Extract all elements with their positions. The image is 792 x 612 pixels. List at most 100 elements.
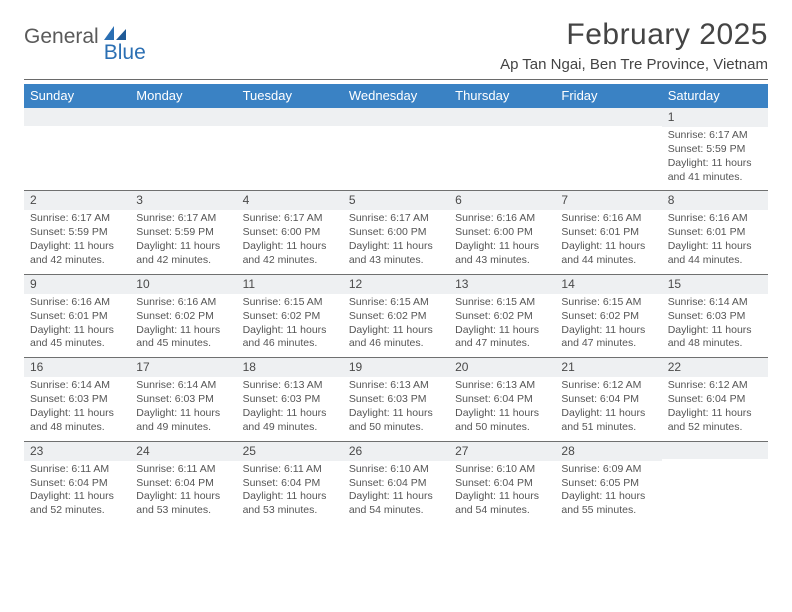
- day-cell: 12Sunrise: 6:15 AMSunset: 6:02 PMDayligh…: [343, 274, 449, 357]
- week-row: 9Sunrise: 6:16 AMSunset: 6:01 PMDaylight…: [24, 274, 768, 357]
- day-cell: 6Sunrise: 6:16 AMSunset: 6:00 PMDaylight…: [449, 190, 555, 273]
- day-body: Sunrise: 6:10 AMSunset: 6:04 PMDaylight:…: [449, 461, 555, 524]
- sunrise-text: Sunrise: 6:16 AM: [136, 296, 230, 310]
- day-body: Sunrise: 6:15 AMSunset: 6:02 PMDaylight:…: [449, 294, 555, 357]
- day-number: 4: [237, 190, 343, 210]
- day-body: Sunrise: 6:15 AMSunset: 6:02 PMDaylight:…: [237, 294, 343, 357]
- daylight-text: Daylight: 11 hours and 47 minutes.: [561, 324, 655, 352]
- day-number: 19: [343, 357, 449, 377]
- daylight-text: Daylight: 11 hours and 46 minutes.: [349, 324, 443, 352]
- daylight-text: Daylight: 11 hours and 42 minutes.: [136, 240, 230, 268]
- daylight-text: Daylight: 11 hours and 43 minutes.: [455, 240, 549, 268]
- day-body: Sunrise: 6:17 AMSunset: 5:59 PMDaylight:…: [130, 210, 236, 273]
- daylight-text: Daylight: 11 hours and 41 minutes.: [668, 157, 762, 185]
- week-row: 16Sunrise: 6:14 AMSunset: 6:03 PMDayligh…: [24, 357, 768, 440]
- day-cell: 28Sunrise: 6:09 AMSunset: 6:05 PMDayligh…: [555, 441, 661, 524]
- sunset-text: Sunset: 6:02 PM: [455, 310, 549, 324]
- day-body: Sunrise: 6:17 AMSunset: 6:00 PMDaylight:…: [343, 210, 449, 273]
- day-cell: 21Sunrise: 6:12 AMSunset: 6:04 PMDayligh…: [555, 357, 661, 440]
- day-body: [343, 126, 449, 186]
- sunrise-text: Sunrise: 6:14 AM: [668, 296, 762, 310]
- daylight-text: Daylight: 11 hours and 52 minutes.: [668, 407, 762, 435]
- week-row: 2Sunrise: 6:17 AMSunset: 5:59 PMDaylight…: [24, 190, 768, 273]
- day-body: Sunrise: 6:16 AMSunset: 6:01 PMDaylight:…: [662, 210, 768, 273]
- day-number: 16: [24, 357, 130, 377]
- day-number: [130, 108, 236, 126]
- brand-part1: General: [24, 25, 99, 49]
- day-number: 3: [130, 190, 236, 210]
- day-cell: [555, 108, 661, 190]
- day-cell: [662, 441, 768, 524]
- day-number: 21: [555, 357, 661, 377]
- daylight-text: Daylight: 11 hours and 53 minutes.: [136, 490, 230, 518]
- sunrise-text: Sunrise: 6:09 AM: [561, 463, 655, 477]
- day-cell: 23Sunrise: 6:11 AMSunset: 6:04 PMDayligh…: [24, 441, 130, 524]
- day-number: 26: [343, 441, 449, 461]
- dow-sunday: Sunday: [24, 84, 130, 108]
- calendar-page: General Blue February 2025 Ap Tan Ngai, …: [0, 0, 792, 524]
- daylight-text: Daylight: 11 hours and 54 minutes.: [455, 490, 549, 518]
- sunset-text: Sunset: 6:02 PM: [349, 310, 443, 324]
- day-cell: 1Sunrise: 6:17 AMSunset: 5:59 PMDaylight…: [662, 108, 768, 190]
- sunrise-text: Sunrise: 6:14 AM: [136, 379, 230, 393]
- location-text: Ap Tan Ngai, Ben Tre Province, Vietnam: [500, 56, 768, 73]
- dow-tuesday: Tuesday: [237, 84, 343, 108]
- day-body: [130, 126, 236, 186]
- daylight-text: Daylight: 11 hours and 44 minutes.: [668, 240, 762, 268]
- daylight-text: Daylight: 11 hours and 50 minutes.: [349, 407, 443, 435]
- dow-wednesday: Wednesday: [343, 84, 449, 108]
- day-cell: 14Sunrise: 6:15 AMSunset: 6:02 PMDayligh…: [555, 274, 661, 357]
- calendar-grid: Sunday Monday Tuesday Wednesday Thursday…: [24, 84, 768, 524]
- sunrise-text: Sunrise: 6:15 AM: [243, 296, 337, 310]
- dow-friday: Friday: [555, 84, 661, 108]
- day-body: Sunrise: 6:13 AMSunset: 6:04 PMDaylight:…: [449, 377, 555, 440]
- sunset-text: Sunset: 6:02 PM: [243, 310, 337, 324]
- sunrise-text: Sunrise: 6:17 AM: [668, 129, 762, 143]
- sunrise-text: Sunrise: 6:14 AM: [30, 379, 124, 393]
- daylight-text: Daylight: 11 hours and 45 minutes.: [136, 324, 230, 352]
- day-body: Sunrise: 6:14 AMSunset: 6:03 PMDaylight:…: [130, 377, 236, 440]
- daylight-text: Daylight: 11 hours and 46 minutes.: [243, 324, 337, 352]
- day-number: 9: [24, 274, 130, 294]
- sunset-text: Sunset: 6:03 PM: [136, 393, 230, 407]
- daylight-text: Daylight: 11 hours and 55 minutes.: [561, 490, 655, 518]
- day-number: 7: [555, 190, 661, 210]
- day-cell: 4Sunrise: 6:17 AMSunset: 6:00 PMDaylight…: [237, 190, 343, 273]
- day-cell: 27Sunrise: 6:10 AMSunset: 6:04 PMDayligh…: [449, 441, 555, 524]
- day-number: 20: [449, 357, 555, 377]
- daylight-text: Daylight: 11 hours and 43 minutes.: [349, 240, 443, 268]
- sunset-text: Sunset: 6:00 PM: [243, 226, 337, 240]
- day-body: [662, 459, 768, 519]
- daylight-text: Daylight: 11 hours and 47 minutes.: [455, 324, 549, 352]
- sunrise-text: Sunrise: 6:10 AM: [455, 463, 549, 477]
- day-body: Sunrise: 6:17 AMSunset: 6:00 PMDaylight:…: [237, 210, 343, 273]
- day-number: [449, 108, 555, 126]
- daylight-text: Daylight: 11 hours and 42 minutes.: [243, 240, 337, 268]
- brand-logo: General Blue: [24, 24, 172, 49]
- sunset-text: Sunset: 5:59 PM: [668, 143, 762, 157]
- day-cell: 8Sunrise: 6:16 AMSunset: 6:01 PMDaylight…: [662, 190, 768, 273]
- header-row: General Blue February 2025 Ap Tan Ngai, …: [24, 18, 768, 73]
- day-body: Sunrise: 6:17 AMSunset: 5:59 PMDaylight:…: [24, 210, 130, 273]
- sunrise-text: Sunrise: 6:15 AM: [561, 296, 655, 310]
- sunrise-text: Sunrise: 6:11 AM: [136, 463, 230, 477]
- month-title: February 2025: [500, 18, 768, 52]
- day-cell: 7Sunrise: 6:16 AMSunset: 6:01 PMDaylight…: [555, 190, 661, 273]
- daylight-text: Daylight: 11 hours and 48 minutes.: [668, 324, 762, 352]
- day-number: [343, 108, 449, 126]
- daylight-text: Daylight: 11 hours and 45 minutes.: [30, 324, 124, 352]
- day-body: Sunrise: 6:11 AMSunset: 6:04 PMDaylight:…: [130, 461, 236, 524]
- sunrise-text: Sunrise: 6:11 AM: [243, 463, 337, 477]
- day-number: 14: [555, 274, 661, 294]
- sunrise-text: Sunrise: 6:17 AM: [349, 212, 443, 226]
- sunset-text: Sunset: 6:03 PM: [243, 393, 337, 407]
- day-body: Sunrise: 6:13 AMSunset: 6:03 PMDaylight:…: [343, 377, 449, 440]
- day-number: 2: [24, 190, 130, 210]
- day-cell: 19Sunrise: 6:13 AMSunset: 6:03 PMDayligh…: [343, 357, 449, 440]
- day-number: 5: [343, 190, 449, 210]
- day-body: [24, 126, 130, 186]
- day-number: [662, 441, 768, 459]
- sunrise-text: Sunrise: 6:16 AM: [455, 212, 549, 226]
- day-cell: 26Sunrise: 6:10 AMSunset: 6:04 PMDayligh…: [343, 441, 449, 524]
- day-body: Sunrise: 6:15 AMSunset: 6:02 PMDaylight:…: [343, 294, 449, 357]
